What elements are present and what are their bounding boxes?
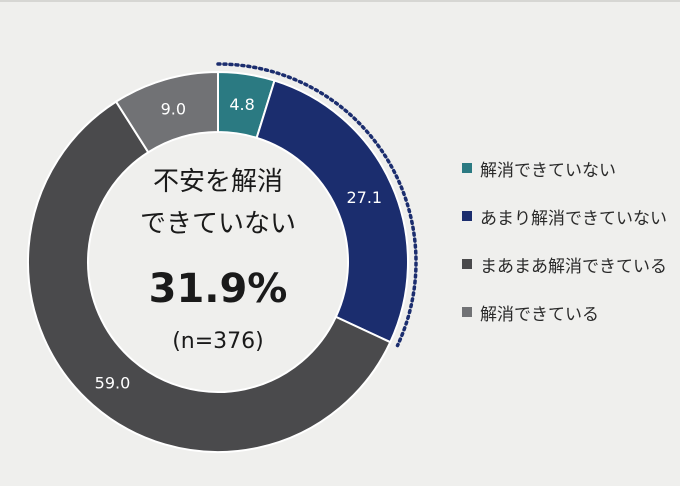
legend-label: あまり解消できていない [480, 208, 667, 229]
value-labels: 4.8 27.1 59.0 9.0 [95, 95, 382, 392]
value-label: 4.8 [229, 95, 254, 114]
legend-item: あまり解消できていない [462, 198, 667, 234]
legend-item: 解消できている [462, 294, 667, 330]
value-label: 27.1 [346, 188, 382, 207]
legend-label: 解消できていない [480, 160, 616, 181]
legend-item: まあまあ解消できている [462, 246, 667, 282]
legend-swatch [462, 259, 472, 269]
donut-segments [27, 70, 409, 453]
legend-label: 解消できている [480, 304, 599, 325]
donut-segment [27, 100, 392, 453]
legend-label: まあまあ解消できている [480, 256, 667, 277]
center-percentage: 31.9% [149, 266, 288, 312]
top-divider [0, 0, 680, 2]
legend-swatch [462, 211, 472, 221]
donut-segment [255, 79, 409, 344]
legend-swatch [462, 163, 472, 173]
center-line-2: できていない [140, 209, 296, 239]
value-label: 9.0 [161, 99, 186, 118]
highlight-dotted-arc [216, 62, 418, 348]
center-sample-size: (n=376) [172, 329, 264, 354]
center-line-1: 不安を解消 [153, 167, 283, 197]
legend-swatch [462, 307, 472, 317]
legend: 解消できていない あまり解消できていない まあまあ解消できている 解消できている [462, 150, 667, 342]
donut-segment [114, 70, 219, 154]
value-label: 59.0 [95, 373, 131, 392]
legend-item: 解消できていない [462, 150, 667, 186]
